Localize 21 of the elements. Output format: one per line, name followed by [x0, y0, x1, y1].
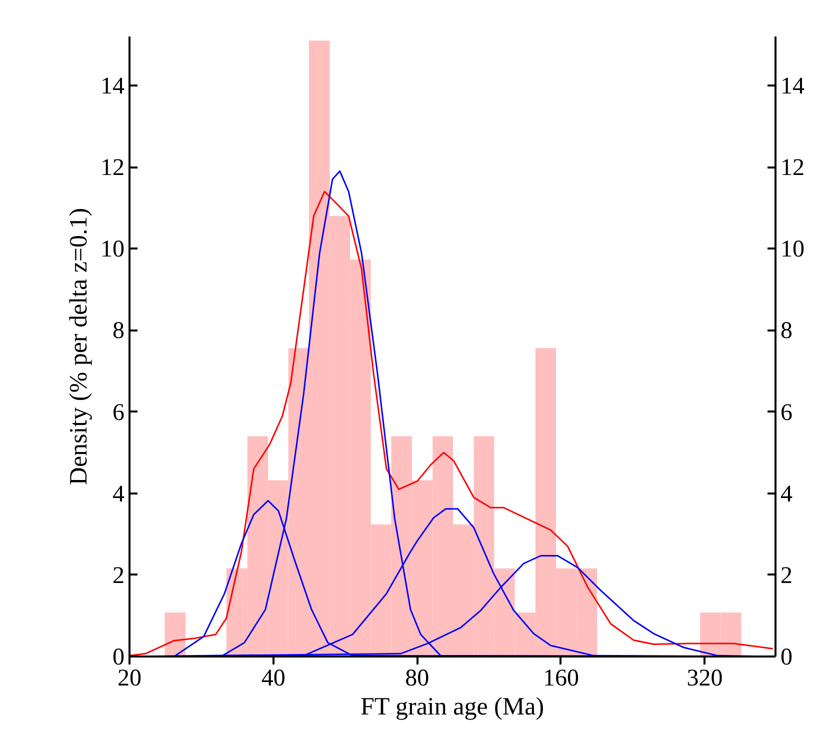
y-tick-label: 8 [112, 318, 124, 344]
y2-tick-label: 14 [780, 73, 804, 100]
y-axis-title: Density (% per delta z=0.1) [66, 208, 92, 486]
x-tick-label: 40 [261, 666, 286, 692]
y2-tick-label: 10 [780, 236, 804, 263]
x-tick-label: 320 [686, 666, 723, 692]
y-tick-label: 12 [100, 155, 124, 182]
y-tick-label: 4 [112, 481, 124, 508]
y2-tick-label: 12 [780, 155, 804, 182]
y2-tick-label: 6 [780, 400, 792, 426]
x-tick-label: 80 [405, 666, 430, 692]
x-axis-title: FT grain age (Ma) [360, 694, 544, 720]
y-tick-label: 6 [112, 400, 124, 426]
x-tick-label: 160 [542, 666, 579, 692]
y2-tick-label: 2 [780, 562, 792, 589]
y2-tick-label: 8 [780, 318, 792, 344]
y2-tick-label: 4 [780, 481, 792, 508]
y-tick-label: 10 [100, 236, 124, 263]
y-tick-label: 14 [100, 73, 124, 100]
y2-tick-label: 0 [780, 644, 792, 670]
y-tick-label: 2 [112, 562, 124, 589]
